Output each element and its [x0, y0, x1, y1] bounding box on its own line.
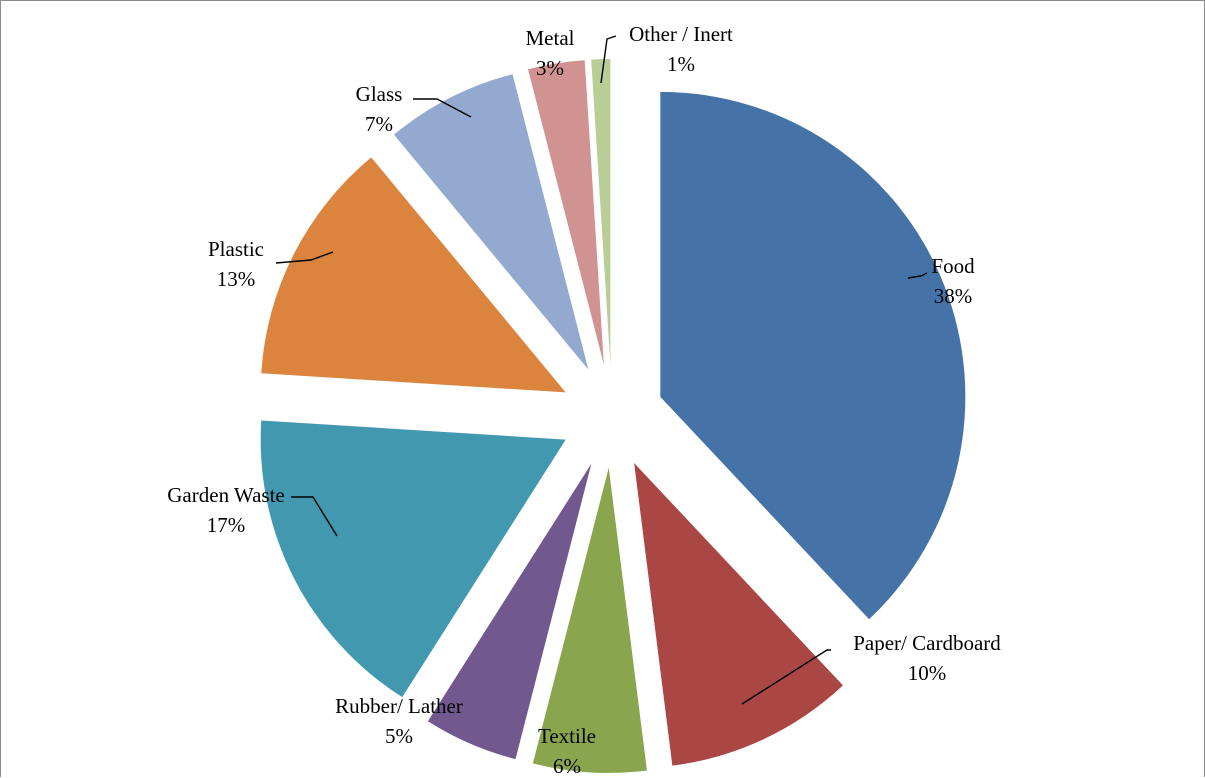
slice-percent-plastic: 13% [217, 267, 256, 291]
slice-label-plastic: Plastic [208, 237, 264, 261]
slice-label-food: Food [931, 254, 975, 278]
slice-percent-paper-cardboard: 10% [908, 661, 947, 685]
leader-line-paper-cardboard [741, 649, 831, 705]
leader-line-glass [413, 98, 472, 118]
slice-label-glass: Glass [356, 82, 403, 106]
slice-percent-metal: 3% [536, 56, 564, 80]
leader-line-other-inert [600, 35, 617, 84]
pie-slice-plastic [261, 157, 566, 393]
slice-percent-textile: 6% [553, 754, 581, 778]
pie-slice-glass [393, 74, 589, 370]
pie-slice-garden-waste [260, 420, 566, 698]
slice-label-other-inert: Other / Inert [629, 22, 733, 46]
leader-line-plastic [275, 251, 334, 264]
slice-label-textile: Textile [538, 724, 596, 748]
pie-slice-metal [528, 60, 604, 365]
slice-percent-food: 38% [934, 284, 973, 308]
slice-label-paper-cardboard: Paper/ Cardboard [853, 631, 1001, 655]
slice-label-metal: Metal [526, 26, 575, 50]
pie-slice-textile [532, 467, 647, 773]
leader-line-food [907, 272, 928, 279]
slice-label-rubber-lather: Rubber/ Lather [335, 694, 463, 718]
slice-label-garden-waste: Garden Waste [167, 483, 284, 507]
slice-percent-glass: 7% [365, 112, 393, 136]
leaders-layer [275, 35, 928, 705]
leader-line-garden-waste [291, 496, 338, 537]
pie-slice-rubber-lather [427, 463, 592, 760]
slice-percent-other-inert: 1% [667, 52, 695, 76]
pie-slice-paper-cardboard [634, 463, 843, 766]
slices-layer [260, 59, 966, 773]
pie-slice-other-inert [591, 59, 611, 365]
pie-slice-food [660, 91, 966, 620]
labels-layer: Food 38% Paper/ Cardboard 10% Textile 6% Rubbe… [167, 22, 1001, 778]
slice-percent-garden-waste: 17% [207, 513, 246, 537]
slice-percent-rubber-lather: 5% [385, 724, 413, 748]
